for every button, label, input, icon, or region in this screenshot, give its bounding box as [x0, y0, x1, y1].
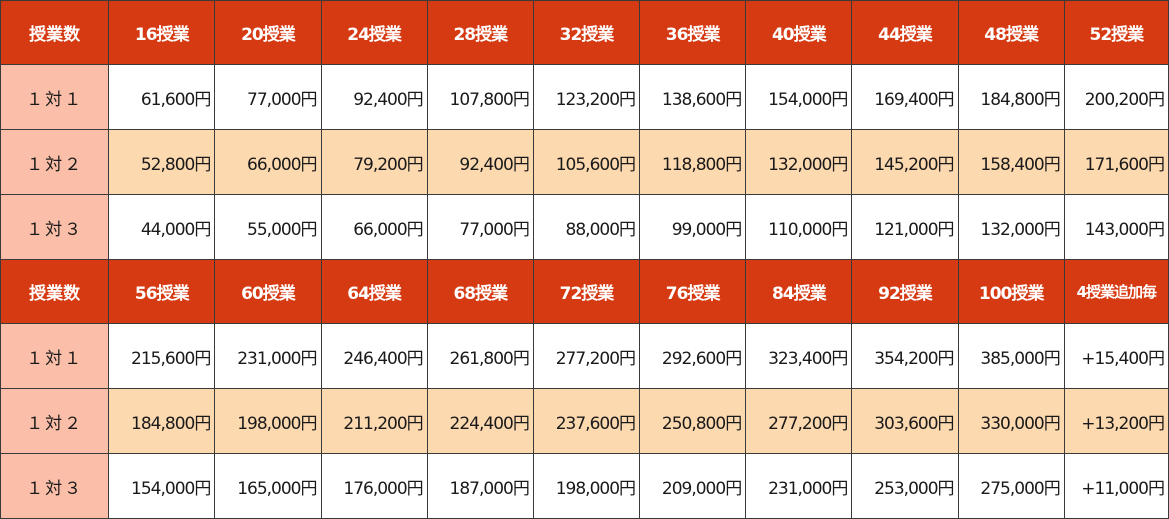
header-col: 24授業 [320, 0, 428, 65]
price-cell: 77,000円 [214, 64, 322, 130]
price-cell: 231,000円 [745, 453, 853, 519]
price-cell: 132,000円 [957, 194, 1065, 260]
price-cell: 231,000円 [214, 323, 322, 389]
header-label: 授業数 [0, 0, 110, 65]
row-label: １対３ [0, 194, 110, 260]
price-cell: 253,000円 [851, 453, 959, 519]
price-cell: 198,000円 [532, 453, 641, 519]
header-col: 60授業 [214, 259, 322, 324]
price-cell: 138,600円 [639, 64, 747, 130]
header-col: 28授業 [426, 0, 534, 65]
price-cell: 55,000円 [214, 194, 322, 260]
price-cell: 169,400円 [851, 64, 959, 130]
header-col: 84授業 [745, 259, 853, 324]
price-cell: 61,600円 [108, 64, 216, 130]
price-cell: 118,800円 [639, 129, 747, 195]
row-label: １対１ [0, 323, 110, 389]
header-col: 44授業 [851, 0, 959, 65]
price-cell: +15,400円 [1063, 323, 1169, 389]
price-cell: 99,000円 [639, 194, 747, 260]
price-cell: 303,600円 [851, 388, 959, 454]
price-cell: 184,800円 [108, 388, 216, 454]
price-cell: 123,200円 [532, 64, 641, 130]
price-cell: 132,000円 [745, 129, 853, 195]
header-col: 48授業 [957, 0, 1065, 65]
row-label: １対３ [0, 453, 110, 519]
price-cell: 277,200円 [745, 388, 853, 454]
price-cell: 277,200円 [532, 323, 641, 389]
header-col: 20授業 [214, 0, 322, 65]
header-col: 16授業 [108, 0, 216, 65]
price-cell: 211,200円 [320, 388, 428, 454]
header-col: 56授業 [108, 259, 216, 324]
price-cell: 92,400円 [320, 64, 428, 130]
price-cell: 385,000円 [957, 323, 1065, 389]
table-row: １対３ 154,000円 165,000円 176,000円 187,000円 … [0, 453, 1169, 519]
price-cell: 105,600円 [532, 129, 641, 195]
price-cell: 209,000円 [639, 453, 747, 519]
price-cell: 77,000円 [426, 194, 534, 260]
header-col: 32授業 [532, 0, 641, 65]
price-cell: 184,800円 [957, 64, 1065, 130]
table-row: １対１ 61,600円 77,000円 92,400円 107,800円 123… [0, 64, 1169, 130]
price-cell: 92,400円 [426, 129, 534, 195]
price-cell: 66,000円 [320, 194, 428, 260]
price-cell: 66,000円 [214, 129, 322, 195]
table-row: １対３ 44,000円 55,000円 66,000円 77,000円 88,0… [0, 194, 1169, 260]
header-col: 64授業 [320, 259, 428, 324]
price-cell: 121,000円 [851, 194, 959, 260]
price-cell: 323,400円 [745, 323, 853, 389]
header-row-2: 授業数 56授業 60授業 64授業 68授業 72授業 76授業 84授業 9… [0, 259, 1169, 324]
price-cell: 237,600円 [532, 388, 641, 454]
header-col: 36授業 [639, 0, 747, 65]
price-cell: 165,000円 [214, 453, 322, 519]
price-cell: 107,800円 [426, 64, 534, 130]
price-cell: 79,200円 [320, 129, 428, 195]
row-label: １対１ [0, 64, 110, 130]
price-cell: 44,000円 [108, 194, 216, 260]
price-cell: 154,000円 [745, 64, 853, 130]
price-cell: 215,600円 [108, 323, 216, 389]
price-cell: 171,600円 [1063, 129, 1169, 195]
header-col: 76授業 [639, 259, 747, 324]
header-col: 100授業 [957, 259, 1065, 324]
header-row-1: 授業数 16授業 20授業 24授業 28授業 32授業 36授業 40授業 4… [0, 0, 1169, 65]
header-col: 92授業 [851, 259, 959, 324]
price-cell: 110,000円 [745, 194, 853, 260]
row-label: １対２ [0, 388, 110, 454]
header-col: 4授業追加毎 [1063, 259, 1169, 324]
price-cell: 261,800円 [426, 323, 534, 389]
price-cell: 176,000円 [320, 453, 428, 519]
price-cell: 200,200円 [1063, 64, 1169, 130]
price-cell: +11,000円 [1063, 453, 1169, 519]
price-cell: 224,400円 [426, 388, 534, 454]
header-col: 40授業 [745, 0, 853, 65]
price-cell: 143,000円 [1063, 194, 1169, 260]
header-col: 68授業 [426, 259, 534, 324]
price-cell: 187,000円 [426, 453, 534, 519]
price-cell: 158,400円 [957, 129, 1065, 195]
price-cell: 330,000円 [957, 388, 1065, 454]
header-label: 授業数 [0, 259, 110, 324]
header-col: 52授業 [1063, 0, 1169, 65]
price-cell: +13,200円 [1063, 388, 1169, 454]
price-cell: 145,200円 [851, 129, 959, 195]
table-row: １対２ 52,800円 66,000円 79,200円 92,400円 105,… [0, 129, 1169, 195]
table-row: １対２ 184,800円 198,000円 211,200円 224,400円 … [0, 388, 1169, 454]
price-cell: 88,000円 [532, 194, 641, 260]
price-cell: 198,000円 [214, 388, 322, 454]
table-row: １対１ 215,600円 231,000円 246,400円 261,800円 … [0, 323, 1169, 389]
header-col: 72授業 [532, 259, 641, 324]
price-cell: 246,400円 [320, 323, 428, 389]
price-cell: 275,000円 [957, 453, 1065, 519]
row-label: １対２ [0, 129, 110, 195]
price-cell: 154,000円 [108, 453, 216, 519]
price-cell: 52,800円 [108, 129, 216, 195]
price-cell: 250,800円 [639, 388, 747, 454]
price-cell: 292,600円 [639, 323, 747, 389]
price-cell: 354,200円 [851, 323, 959, 389]
